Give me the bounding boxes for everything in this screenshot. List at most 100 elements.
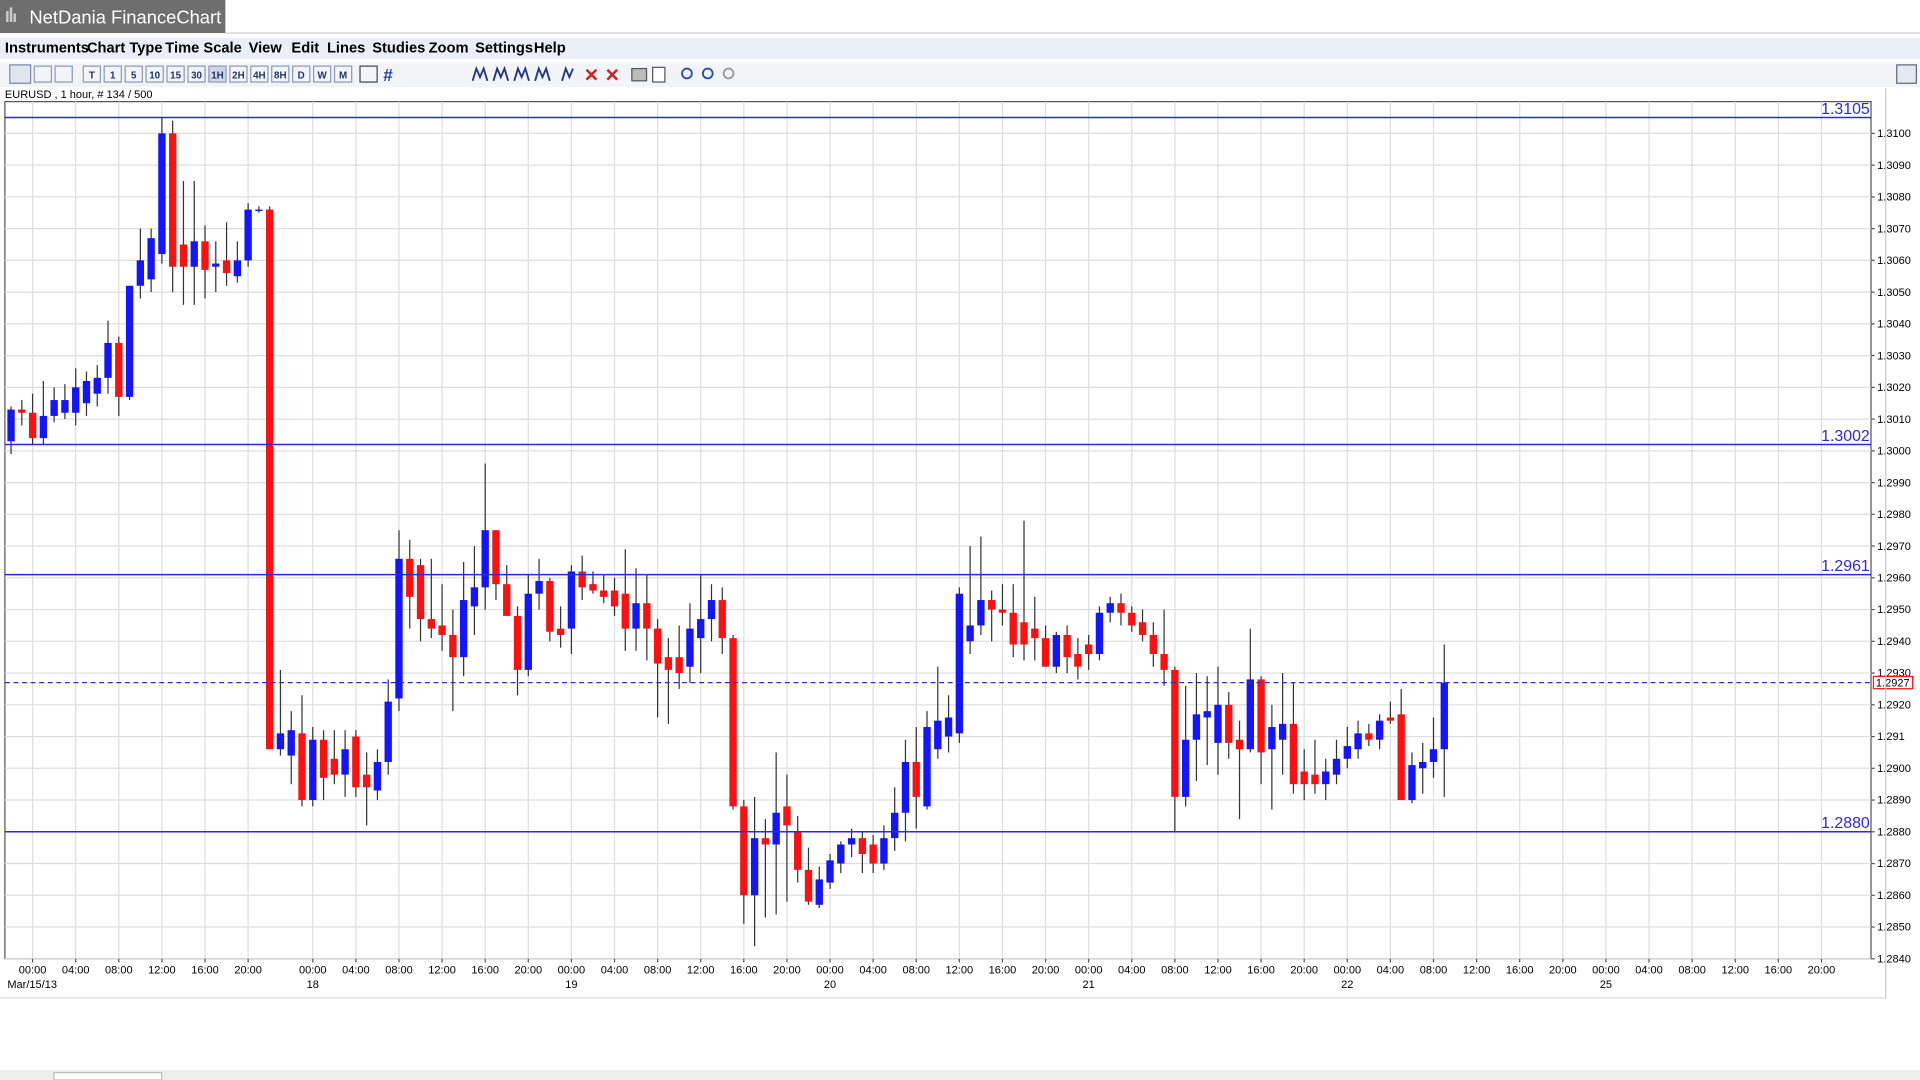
candle-body — [761, 838, 770, 845]
candle-body — [158, 133, 166, 255]
timescale-button[interactable] — [82, 65, 102, 83]
zoom-out-button[interactable] — [701, 67, 714, 80]
menu-item[interactable]: Zoom — [429, 41, 469, 57]
timescale-button[interactable] — [292, 65, 311, 83]
candle-body — [28, 412, 37, 439]
timescale-button[interactable] — [208, 65, 227, 83]
y-tick-label: 1.3040 — [1877, 319, 1911, 331]
candle-body — [1020, 622, 1028, 645]
x-tick-label: 20:00 — [1032, 964, 1060, 976]
timescale-button[interactable] — [103, 65, 122, 83]
timescale-label[interactable]: 1 — [110, 70, 116, 81]
grid-button[interactable]: # — [383, 65, 393, 85]
chart-type-button[interactable] — [9, 64, 32, 84]
candle-body — [1041, 638, 1050, 667]
candle-body — [287, 730, 295, 756]
timescale-label[interactable]: 1H — [211, 70, 224, 81]
timescale-label[interactable]: 2H — [232, 70, 245, 81]
timescale-label[interactable]: D — [298, 70, 305, 81]
candle-body — [265, 209, 274, 750]
y-tick-label: 1.2980 — [1877, 509, 1911, 521]
x-tick-label: 12:00 — [1463, 964, 1491, 976]
candle-body — [891, 812, 899, 839]
candle-body — [481, 530, 489, 588]
candle-body — [18, 409, 26, 413]
timescale-label[interactable]: T — [89, 70, 95, 81]
timescale-label[interactable]: 10 — [149, 70, 160, 81]
candle-body — [72, 387, 80, 413]
print-button[interactable] — [631, 67, 648, 82]
menu-item[interactable]: Lines — [327, 41, 365, 57]
x-tick-label: 00:00 — [1592, 964, 1620, 976]
delete-buttons[interactable] — [585, 68, 619, 81]
candle-body — [459, 600, 468, 658]
timescale-label[interactable]: 30 — [191, 70, 202, 81]
timescale-button[interactable] — [250, 65, 269, 83]
horizontal-line-label: 1.3105 — [1821, 101, 1870, 118]
candle-body — [341, 749, 349, 775]
chart-type-button[interactable] — [54, 65, 73, 83]
candle-body — [675, 657, 683, 674]
x-tick-label: 04:00 — [859, 964, 887, 976]
x-tick-label: 20:00 — [1549, 964, 1577, 976]
candle-body — [1257, 679, 1265, 753]
menu-item[interactable]: Edit — [291, 41, 319, 57]
x-tick-label: 20:00 — [1808, 964, 1836, 976]
preview-button[interactable] — [652, 66, 666, 83]
menu-item[interactable]: Time Scale — [165, 41, 241, 57]
candle-body — [1149, 634, 1157, 655]
timescale-label[interactable]: W — [318, 70, 328, 81]
candle-body — [125, 285, 134, 397]
timescale-button[interactable] — [187, 65, 206, 83]
menu-item[interactable]: Settings — [475, 41, 533, 57]
toolbar-group: # T 1 5 10 15 30 1H 2H 4H 8H D W M — [9, 64, 1917, 85]
candle-body — [567, 571, 576, 629]
candle-body — [179, 244, 188, 267]
timescale-button[interactable] — [312, 65, 332, 83]
bottom-tab[interactable] — [53, 1072, 163, 1080]
window-title: NetDania FinanceChart — [29, 6, 221, 27]
menu-item[interactable]: Help — [534, 41, 566, 57]
crosshair-button[interactable] — [359, 65, 378, 83]
timescale-label[interactable]: 4H — [253, 70, 266, 81]
menu-item[interactable]: Studies — [372, 41, 425, 57]
x-tick-label: 16:00 — [989, 964, 1017, 976]
menu-item[interactable]: Chart Type — [87, 41, 163, 57]
timescale-button[interactable] — [166, 65, 185, 83]
candle-body — [944, 717, 953, 737]
zoom-in-button[interactable] — [681, 67, 693, 80]
app-icon — [6, 11, 9, 23]
candle-body — [438, 625, 446, 635]
candle-body — [395, 558, 403, 699]
timescale-label[interactable]: 8H — [274, 70, 287, 81]
timescale-button[interactable] — [333, 65, 353, 83]
chart-type-button[interactable] — [33, 65, 53, 83]
plot-area — [4, 101, 1872, 960]
y-tick-label: 1.3010 — [1877, 414, 1911, 426]
panel-button[interactable] — [1896, 64, 1917, 84]
zoom-reset-button[interactable] — [722, 67, 735, 80]
y-tick-label: 1.291 — [1877, 731, 1905, 743]
menu-item[interactable]: Instruments — [5, 41, 89, 57]
x-tick-label: 00:00 — [558, 964, 586, 976]
timescale-button[interactable] — [145, 65, 164, 83]
candle-body — [1354, 733, 1362, 750]
timescale-label[interactable]: 5 — [131, 70, 137, 81]
timescale-button[interactable] — [229, 65, 248, 83]
candle-body — [373, 761, 382, 791]
x-tick-label: 16:00 — [191, 964, 219, 976]
timescale-button[interactable] — [271, 65, 290, 83]
timescale-label[interactable]: 15 — [170, 70, 181, 81]
x-tick-label: 20:00 — [773, 964, 801, 976]
timescale-label[interactable]: M — [339, 70, 347, 81]
y-tick-label: 1.3050 — [1877, 287, 1911, 299]
timescale-button[interactable] — [124, 65, 143, 83]
line-tools[interactable] — [471, 65, 574, 82]
menu-item[interactable]: View — [249, 41, 283, 57]
x-tick-label: 20:00 — [234, 964, 262, 976]
candle-body — [1365, 733, 1373, 740]
candle-body — [621, 593, 629, 629]
candle-body — [7, 409, 15, 442]
